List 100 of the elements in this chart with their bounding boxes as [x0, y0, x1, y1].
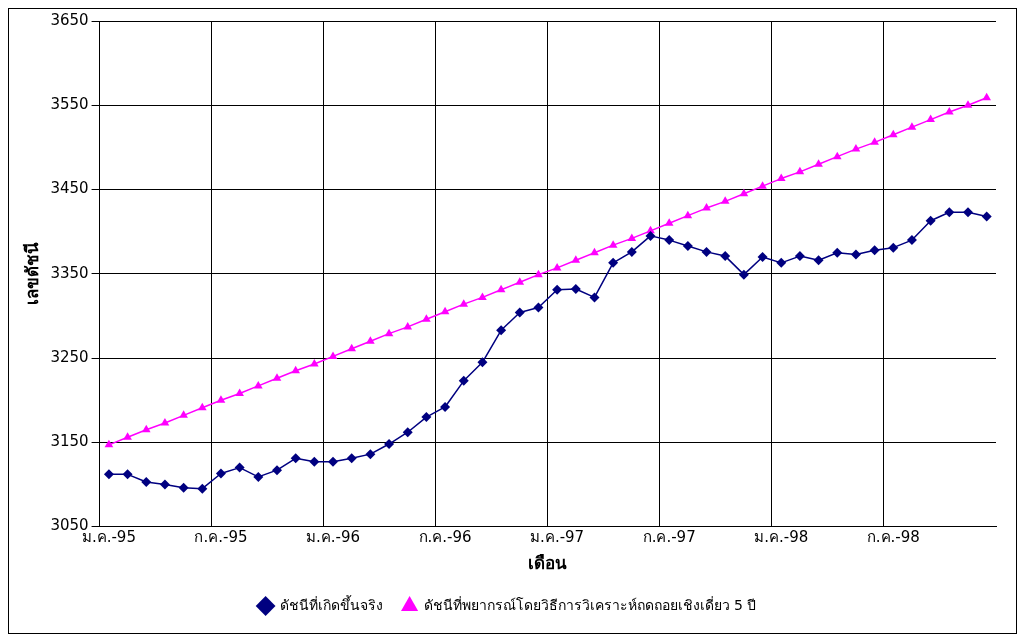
- point: [981, 211, 992, 222]
- y-tick-label: 3650: [50, 10, 89, 29]
- point: [215, 468, 226, 479]
- x-tick-label: ก.ค.-97: [642, 528, 696, 547]
- point: [421, 412, 432, 423]
- point: [832, 151, 842, 160]
- point: [552, 262, 562, 271]
- point: [515, 277, 525, 285]
- point: [664, 235, 675, 246]
- point: [795, 166, 805, 175]
- point: [234, 462, 245, 473]
- point: [982, 92, 991, 101]
- point: [626, 246, 637, 257]
- point: [739, 188, 749, 197]
- point: [141, 476, 152, 487]
- point: [440, 401, 451, 412]
- point: [235, 388, 244, 396]
- point: [160, 417, 170, 426]
- point: [458, 375, 469, 386]
- point: [514, 307, 525, 318]
- point: [590, 247, 599, 256]
- point: [104, 439, 114, 448]
- x-tick-label: ม.ค.-96: [305, 528, 361, 547]
- point: [459, 299, 469, 307]
- point: [906, 235, 917, 246]
- x-tick-label: ม.ค.-98: [754, 528, 809, 547]
- point: [197, 402, 207, 411]
- point: [702, 203, 711, 211]
- point: [178, 482, 189, 493]
- point: [813, 255, 824, 266]
- point: [720, 251, 731, 262]
- point: [926, 114, 935, 123]
- point: [291, 365, 300, 374]
- point: [962, 207, 973, 218]
- point: [738, 269, 749, 280]
- legend-label: ดัชนีที่เกิดขึ้นจริง: [279, 594, 383, 613]
- y-tick-label: 3350: [50, 263, 89, 282]
- point: [888, 242, 899, 253]
- x-tick-label: ก.ค.-95: [194, 528, 248, 547]
- point: [197, 483, 208, 494]
- point: [925, 215, 936, 226]
- point: [757, 251, 768, 262]
- point: [534, 269, 543, 278]
- point: [944, 107, 954, 115]
- x-tick-label: ก.ค.-98: [866, 528, 920, 547]
- point: [608, 257, 619, 268]
- point: [552, 284, 563, 295]
- point: [850, 249, 861, 260]
- point: [440, 306, 450, 315]
- point: [272, 373, 282, 381]
- point: [496, 284, 506, 293]
- point: [422, 314, 431, 322]
- point: [328, 456, 339, 467]
- point: [253, 380, 263, 389]
- point: [216, 395, 226, 403]
- x-tick-label: ม.ค.-97: [530, 528, 585, 547]
- point: [384, 328, 394, 337]
- point: [159, 479, 170, 490]
- point: [122, 469, 133, 480]
- point: [870, 137, 879, 145]
- point: [310, 358, 319, 367]
- point: [814, 159, 823, 167]
- point: [271, 465, 282, 476]
- point: [570, 283, 581, 294]
- point: [571, 255, 581, 263]
- point: [402, 427, 413, 438]
- point: [907, 122, 917, 130]
- point: [794, 251, 805, 262]
- point: [683, 210, 693, 219]
- legend-label: ดัชนีที่พยากรณ์โดยวิธีการวิเคราะห์ถดถอยเชิงเดี่ยว 5 ปี: [423, 595, 757, 613]
- point: [627, 233, 637, 241]
- point: [682, 240, 693, 251]
- point: [701, 246, 712, 257]
- point: [141, 424, 151, 433]
- point: [832, 247, 843, 258]
- point: [384, 439, 395, 450]
- point: [589, 292, 600, 303]
- point: [403, 321, 413, 330]
- y-tick-label: 3550: [50, 95, 89, 114]
- point: [645, 230, 656, 241]
- point: [869, 245, 880, 256]
- point: [346, 453, 357, 464]
- x-tick-label: ก.ค.-96: [418, 528, 472, 547]
- point: [758, 181, 767, 189]
- point: [477, 357, 488, 368]
- point: [347, 343, 357, 352]
- point: [290, 453, 301, 464]
- y-tick-label: 3150: [50, 432, 89, 451]
- point: [533, 302, 544, 313]
- point: [103, 469, 114, 480]
- point: [608, 240, 618, 248]
- point: [963, 100, 973, 108]
- point: [328, 351, 338, 359]
- point: [478, 292, 487, 300]
- point: [851, 144, 861, 152]
- point: [720, 196, 730, 204]
- point: [123, 432, 132, 440]
- point: [253, 471, 264, 482]
- y-tick-label: 3250: [50, 347, 89, 366]
- point: [888, 129, 898, 138]
